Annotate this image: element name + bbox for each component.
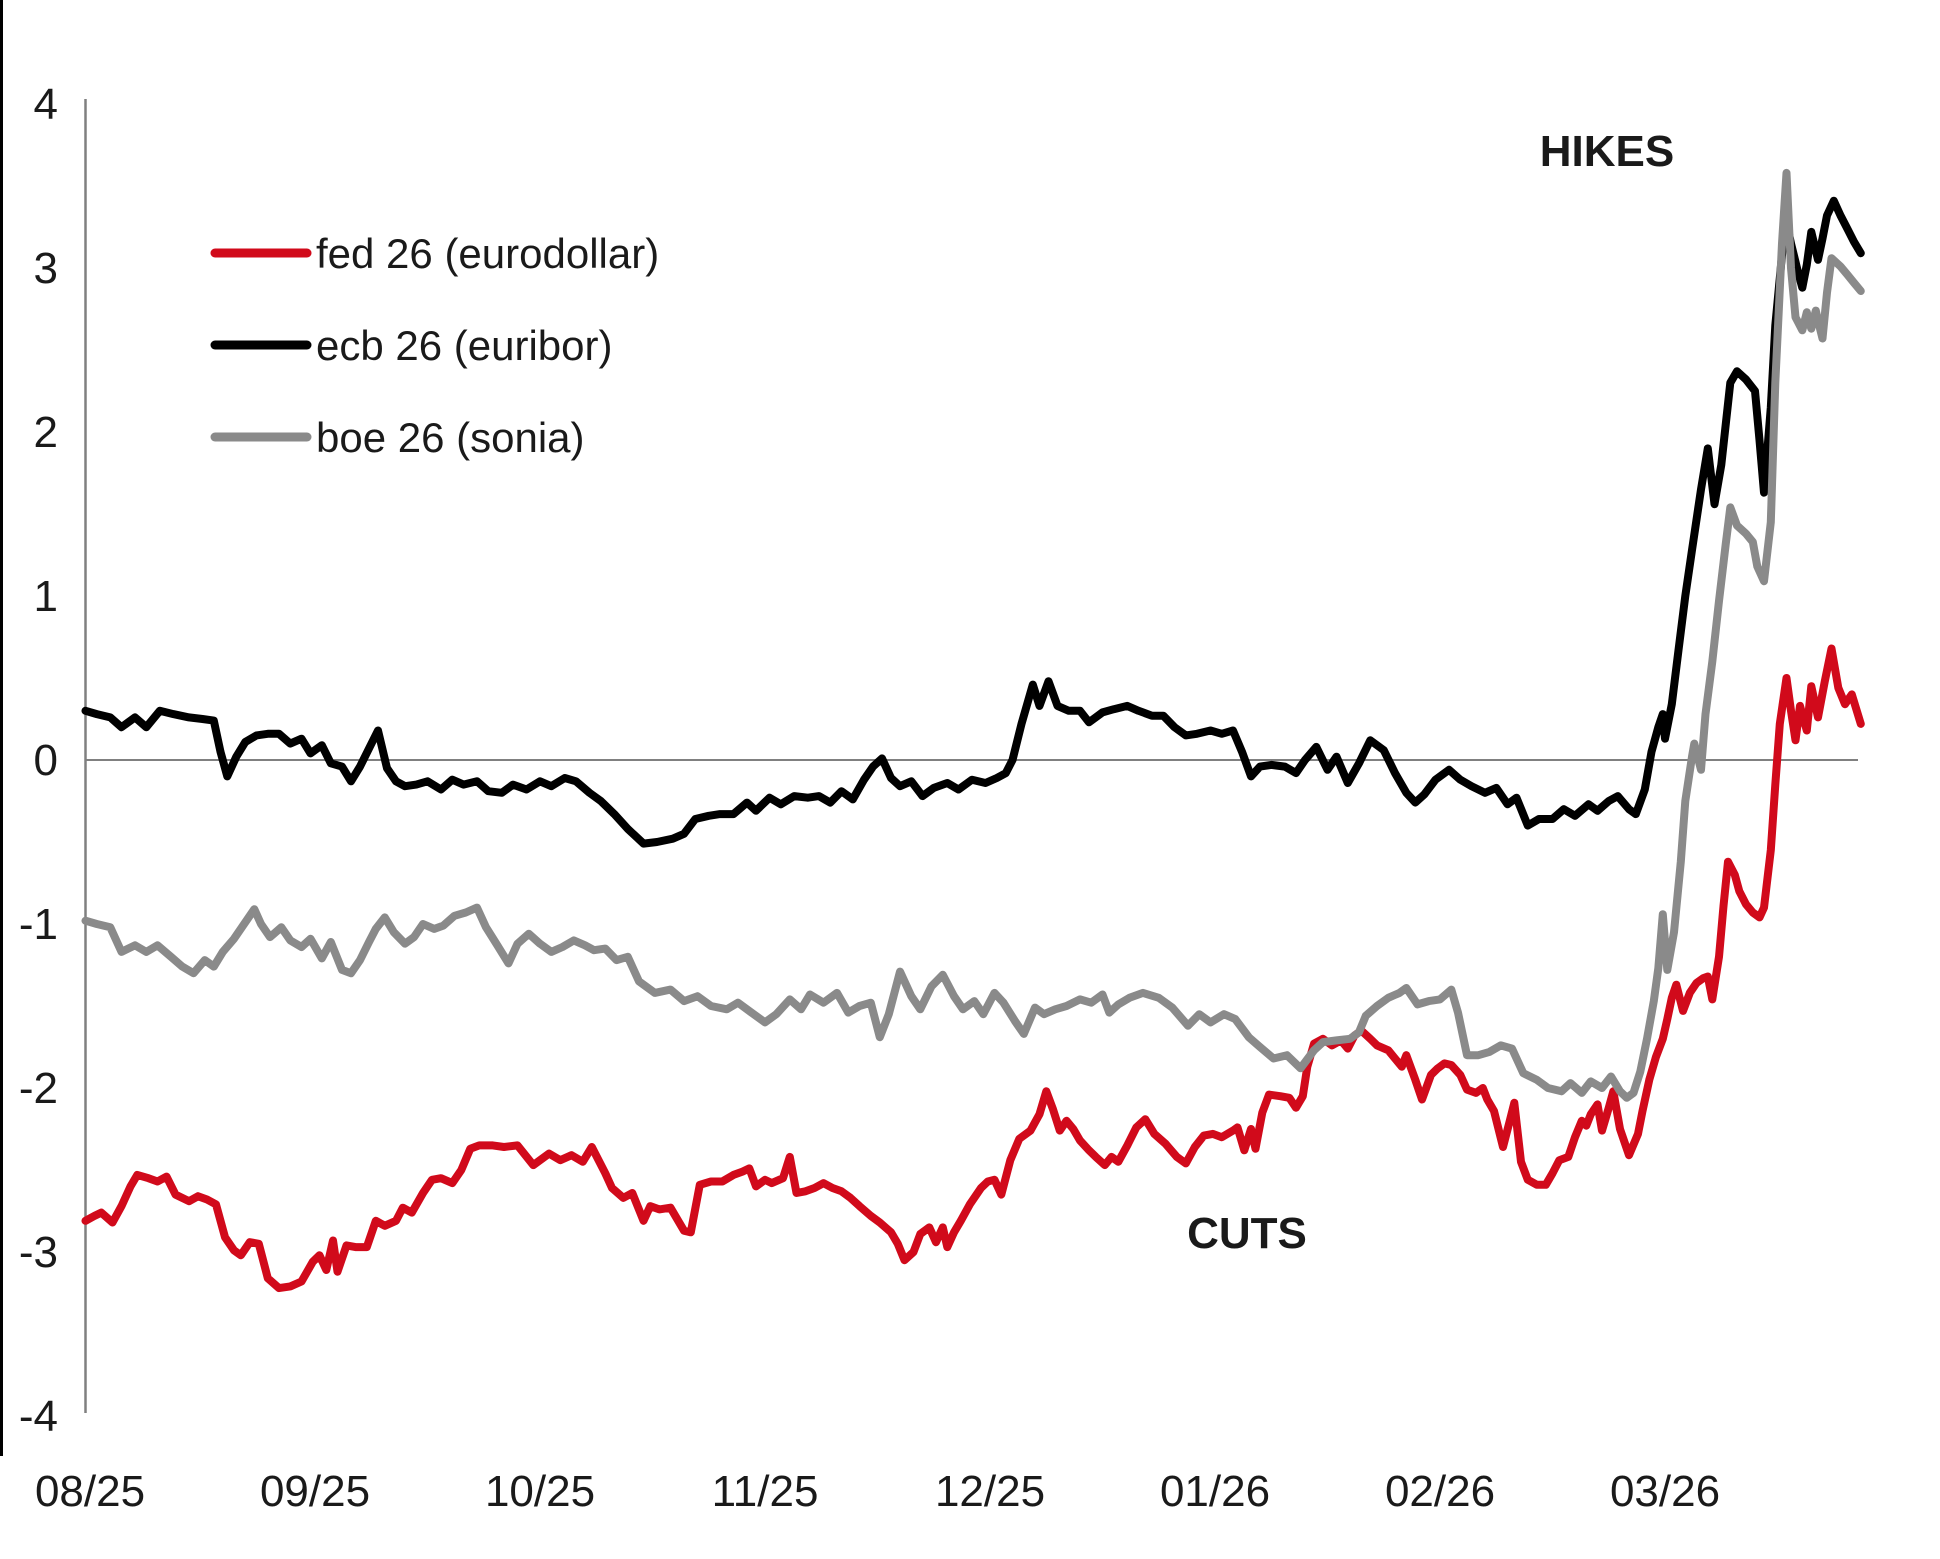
y-tick-label: 1 <box>34 572 58 621</box>
x-tick-label: 02/26 <box>1385 1467 1495 1516</box>
series-line-fed <box>81 644 1865 1293</box>
legend-item: ecb 26 (euribor) <box>210 322 612 369</box>
y-tick-label: -2 <box>19 1064 58 1113</box>
x-tick-label: 03/26 <box>1610 1467 1720 1516</box>
y-tick-label: -4 <box>19 1392 58 1441</box>
x-tick-label: 01/26 <box>1160 1467 1270 1516</box>
legend-label: fed 26 (eurodollar) <box>316 230 659 277</box>
y-tick-label: -3 <box>19 1228 58 1277</box>
legend-label: boe 26 (sonia) <box>316 414 585 461</box>
y-axis-tick-labels: 4 3 2 1 0 -1 -2 -3 -4 <box>19 80 58 1441</box>
x-tick-label: 10/25 <box>485 1467 595 1516</box>
x-tick-label: 11/25 <box>712 1467 819 1516</box>
x-tick-label: 08/25 <box>35 1467 145 1516</box>
left-border <box>0 0 3 1456</box>
legend-item: boe 26 (sonia) <box>210 414 585 461</box>
hikes-annotation: HIKES <box>1540 127 1674 176</box>
legend-label: ecb 26 (euribor) <box>316 322 612 369</box>
y-tick-label: 4 <box>34 80 58 129</box>
x-tick-label: 12/25 <box>935 1467 1045 1516</box>
y-tick-label: 2 <box>34 408 58 457</box>
legend: fed 26 (eurodollar) ecb 26 (euribor) boe 2… <box>210 230 659 461</box>
y-tick-label: 3 <box>34 244 58 293</box>
cuts-annotation: CUTS <box>1187 1209 1307 1258</box>
legend-item: fed 26 (eurodollar) <box>210 230 659 277</box>
y-tick-label: 0 <box>34 736 58 785</box>
series-line-ecb <box>81 196 1865 848</box>
series-lines <box>81 168 1865 1293</box>
x-tick-label: 09/25 <box>260 1467 370 1516</box>
series-line-boe <box>81 168 1865 1102</box>
x-axis-tick-labels: 08/25 09/25 10/25 11/25 12/25 01/26 02/26 03/26 <box>35 1467 1720 1516</box>
y-tick-label: -1 <box>19 900 58 949</box>
